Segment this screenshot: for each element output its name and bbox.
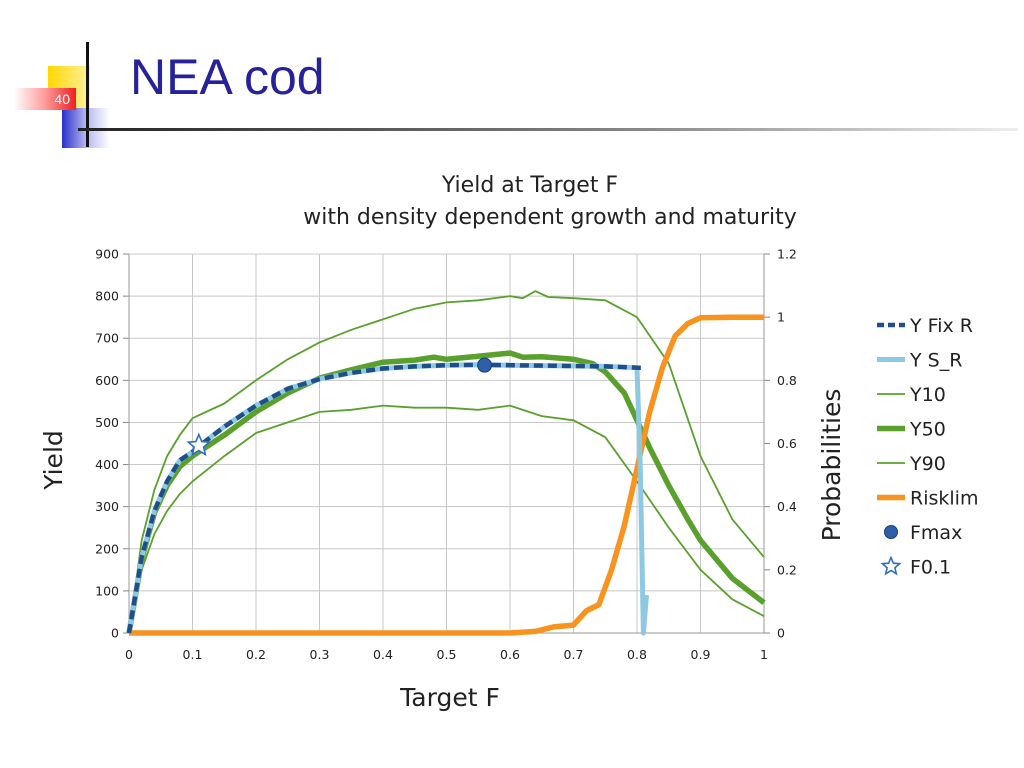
series-line-risklim (129, 314, 764, 636)
y-tick-label: 900 (95, 247, 119, 262)
chart-title: Yield at Target F (441, 173, 618, 198)
slide-number: 40 (54, 91, 70, 107)
point-f0-1 (186, 432, 212, 457)
y2-tick-label: 1 (777, 310, 785, 325)
chart-subtitle: with density dependent growth and maturi… (303, 205, 797, 230)
series-line-y10 (128, 290, 765, 634)
legend-label-y-s-r: Y S_R (909, 350, 962, 372)
x-tick-label: 1 (760, 647, 768, 662)
y2-tick-label: 0.2 (777, 562, 797, 577)
marker-points (186, 357, 493, 457)
legend: Y Fix R Y S_R Y10 Y50 Y90 Risklim Fmax F0.1 (877, 315, 978, 579)
tick-labels: 0 0.1 0.2 0.3 0.4 0.5 0.6 0.7 0.8 0.9 101002003004… (95, 247, 797, 663)
x-tick-label: 0.3 (310, 647, 330, 662)
legend-label-y-fix-r: Y Fix R (909, 315, 973, 337)
x-tick-label: 0.6 (500, 647, 520, 662)
slide-title: NEA cod (130, 49, 325, 105)
y-tick-label: 200 (95, 541, 119, 556)
series-lines (126, 290, 766, 636)
y2-tick-label: 0 (777, 626, 785, 641)
x-tick-label: 0.1 (183, 647, 203, 662)
decor-red-bar (14, 88, 76, 110)
legend-label-risklim: Risklim (910, 488, 978, 510)
y-tick-label: 700 (95, 331, 119, 346)
y-axis-label: Yield (39, 430, 68, 491)
x-tick-label: 0.9 (691, 647, 711, 662)
x-tick-label: 0.8 (627, 647, 647, 662)
legend-label-y10: Y10 (909, 384, 946, 406)
y2-axis-label: Probabilities (817, 389, 846, 542)
x-tick-label: 0.5 (437, 647, 457, 662)
grid-lines (123, 253, 770, 634)
decor-vertical-line (86, 42, 89, 147)
x-tick-label: 0.2 (246, 647, 266, 662)
y-tick-label: 400 (95, 457, 119, 472)
legend-label-fmax: Fmax (910, 522, 962, 544)
point-fmax (477, 357, 493, 373)
y-tick-label: 500 (95, 415, 119, 430)
legend-swatch-fmax (884, 525, 898, 539)
y-tick-label: 0 (111, 626, 119, 641)
legend-label-f0-1: F0.1 (910, 557, 951, 579)
y-tick-label: 600 (95, 373, 119, 388)
x-tick-label: 0.7 (564, 647, 584, 662)
y2-tick-label: 0.4 (777, 499, 797, 514)
x-tick-label: 0.4 (373, 647, 393, 662)
legend-label-y50: Y50 (909, 419, 946, 441)
y-tick-label: 300 (95, 499, 119, 514)
series-line-y50 (126, 350, 766, 634)
y-tick-label: 100 (95, 583, 119, 598)
x-axis-label: Target F (399, 683, 500, 712)
x-tick-label: 0 (125, 647, 133, 662)
legend-label-y90: Y90 (909, 453, 946, 475)
legend-swatch-f0-1 (880, 555, 902, 576)
series-line-y-fix-r (126, 362, 644, 634)
y2-tick-label: 0.6 (777, 436, 797, 451)
y2-tick-label: 1.2 (777, 247, 797, 262)
y2-tick-label: 0.8 (777, 373, 797, 388)
decor-horizontal-line (78, 128, 1018, 131)
y-tick-label: 800 (95, 289, 119, 304)
